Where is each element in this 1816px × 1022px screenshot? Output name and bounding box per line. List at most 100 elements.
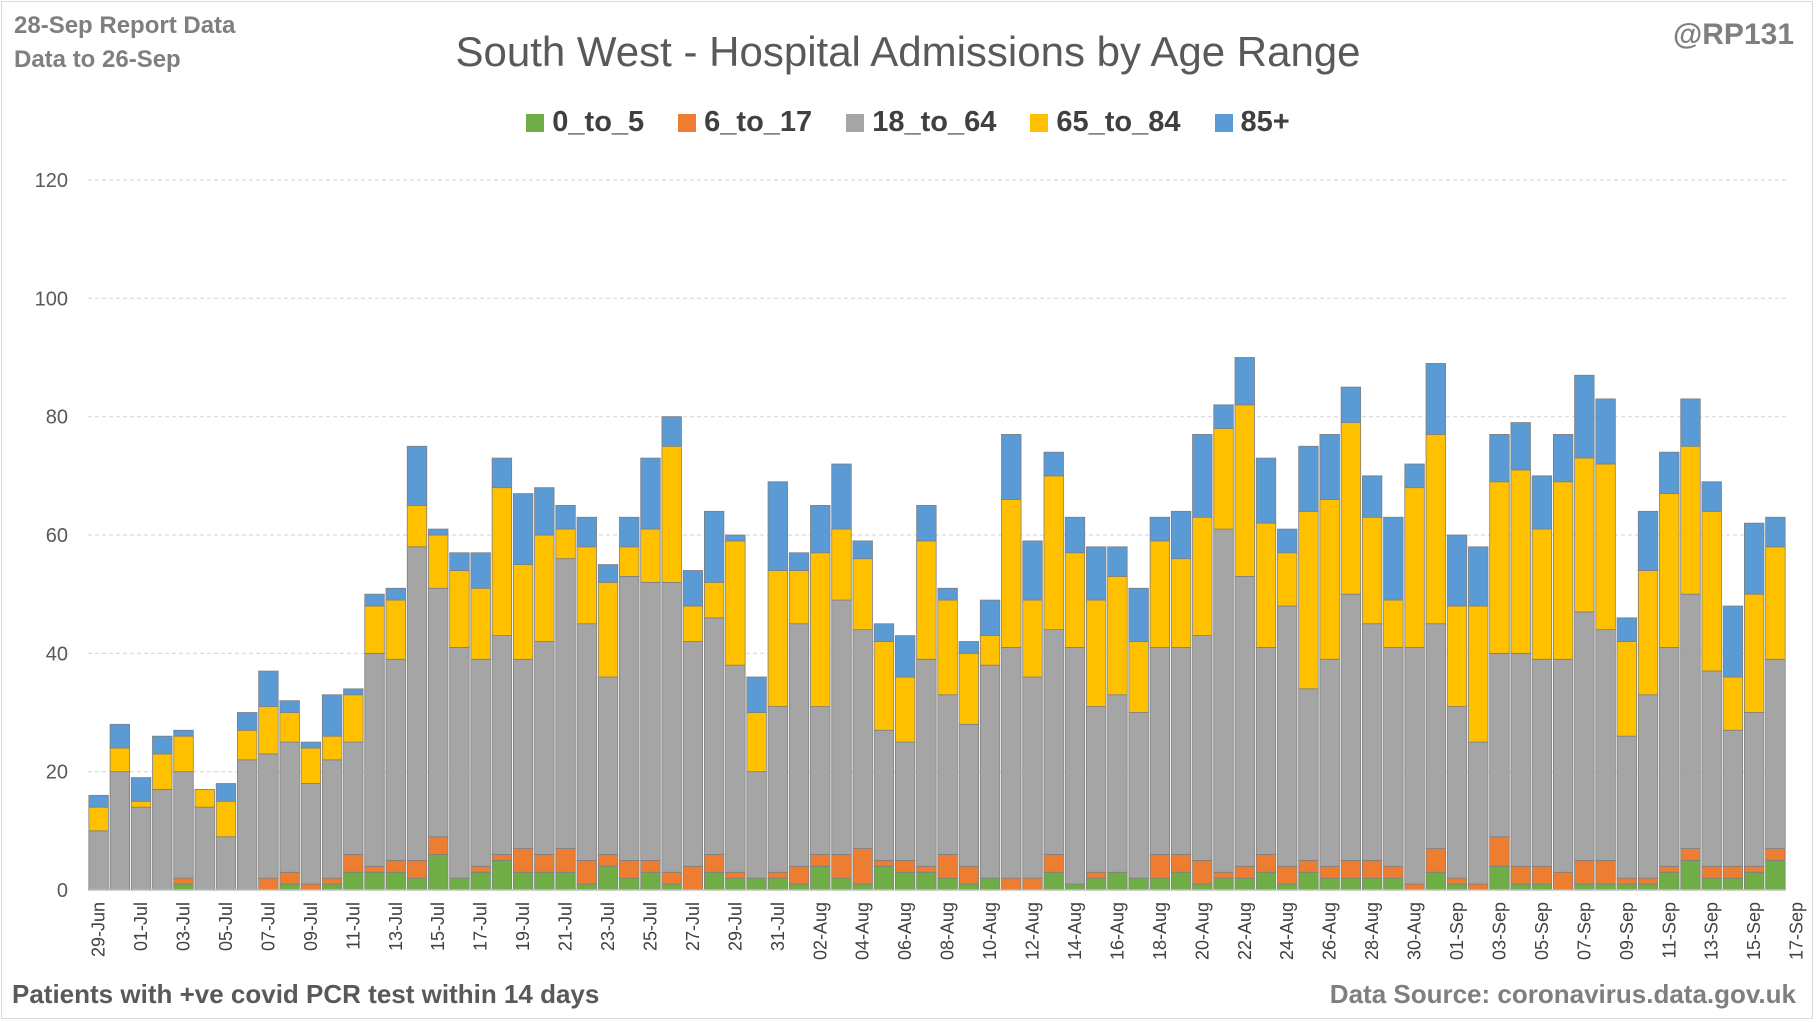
bar-segment	[810, 854, 831, 867]
bar-segment	[512, 493, 534, 565]
bar-segment	[1149, 647, 1171, 855]
bar-segment	[1552, 658, 1574, 873]
bar-segment	[258, 877, 279, 891]
bar-segment	[831, 528, 852, 601]
bar-segment	[1255, 457, 1277, 524]
bar-segment	[1319, 877, 1340, 891]
bar-segment	[1616, 877, 1637, 885]
bar-segment	[428, 836, 449, 855]
bar-segment	[1722, 729, 1744, 867]
bar-segment	[1170, 854, 1192, 873]
bar-segment	[1064, 647, 1086, 885]
bar-segment	[916, 871, 937, 891]
bar-segment	[1149, 877, 1171, 891]
bar-segment	[300, 747, 322, 784]
bar-segment	[831, 599, 852, 855]
x-tick-label: 12-Aug	[1023, 902, 1043, 960]
x-tick-label: 09-Sep	[1617, 902, 1637, 960]
bar-segment	[512, 871, 534, 891]
bar-segment	[130, 800, 152, 808]
bar-segment	[619, 877, 640, 891]
bar-segment	[1022, 676, 1043, 879]
x-tick-label: 07-Sep	[1574, 902, 1594, 960]
bar-segment	[1574, 374, 1595, 459]
bar-segment	[428, 528, 449, 536]
bar-segment	[258, 670, 279, 707]
bar-segment	[1680, 848, 1701, 861]
bar-segment	[1383, 516, 1404, 601]
bar-segment	[1468, 741, 1489, 885]
bar-segment	[173, 771, 194, 879]
y-tick-label: 0	[57, 880, 68, 902]
bar-segment	[1489, 865, 1510, 891]
legend-label: 18_to_64	[872, 106, 997, 138]
bar-segment	[661, 581, 682, 873]
bar-segment	[725, 877, 746, 891]
bar-segment	[1234, 576, 1255, 867]
legend-swatch	[1030, 113, 1049, 132]
y-tick-label: 60	[46, 525, 68, 547]
bar-segment	[449, 570, 470, 648]
bar-segment	[1637, 883, 1659, 891]
bar-segment	[1404, 463, 1425, 489]
legend-swatch	[846, 113, 865, 132]
bar-segment	[130, 806, 152, 891]
bar-segment	[428, 587, 449, 838]
bar-segment	[852, 883, 873, 891]
bar-segment	[1361, 860, 1383, 879]
bar-segment	[1170, 871, 1192, 891]
bar-segment	[1298, 688, 1319, 861]
bar-segment	[894, 635, 916, 678]
bar-segment	[173, 877, 194, 885]
bar-segment	[916, 865, 937, 873]
bar-segment	[958, 883, 980, 891]
bar-segment	[152, 789, 173, 891]
bar-segment	[512, 848, 534, 873]
bar-segment	[788, 883, 810, 891]
bar-segment	[1531, 658, 1553, 867]
x-tick-label: 17-Jul	[471, 902, 491, 951]
bar-segment	[597, 564, 619, 583]
bar-segment	[1107, 871, 1128, 891]
bar-segment	[237, 759, 258, 891]
bar-segment	[1659, 493, 1680, 648]
bar-segment	[406, 505, 428, 548]
bar-segment	[1701, 865, 1722, 879]
bar-segment	[1425, 623, 1446, 849]
x-tick-label: 17-Sep	[1787, 902, 1807, 960]
bar-segment	[1001, 434, 1022, 500]
x-tick-label: 11-Sep	[1659, 902, 1679, 959]
bar-segment	[1574, 457, 1595, 613]
bar-segment	[1659, 865, 1680, 873]
bar-segment	[279, 700, 300, 713]
bar-segment	[1574, 860, 1595, 885]
bar-segment	[1213, 871, 1234, 879]
bar-segment	[1086, 599, 1107, 707]
x-tick-label: 29-Jun	[89, 902, 109, 957]
bar-segment	[788, 865, 810, 885]
bar-segment	[788, 552, 810, 571]
bar-segment	[555, 528, 576, 560]
bar-segment	[1765, 860, 1786, 891]
bar-segment	[597, 581, 619, 678]
bar-segment	[512, 658, 534, 849]
bar-segment	[1086, 871, 1107, 879]
x-tick-label: 30-Aug	[1405, 902, 1425, 960]
bar-segment	[1722, 676, 1744, 731]
bar-segment	[1213, 528, 1234, 873]
bar-segment	[916, 540, 937, 660]
bar-segment	[810, 552, 831, 707]
bar-segment	[1595, 398, 1616, 465]
legend-swatch	[678, 113, 697, 132]
bar-segment	[491, 635, 513, 855]
x-tick-label: 29-Jul	[725, 902, 745, 951]
x-tick-label: 19-Jul	[513, 902, 533, 951]
bar-segment	[576, 516, 597, 548]
x-tick-label: 21-Jul	[556, 902, 576, 951]
bar-segment	[767, 877, 788, 891]
bar-segment	[555, 871, 576, 891]
bar-segment	[491, 457, 513, 489]
bar-segment	[1192, 860, 1213, 885]
bar-segment	[1383, 865, 1404, 879]
